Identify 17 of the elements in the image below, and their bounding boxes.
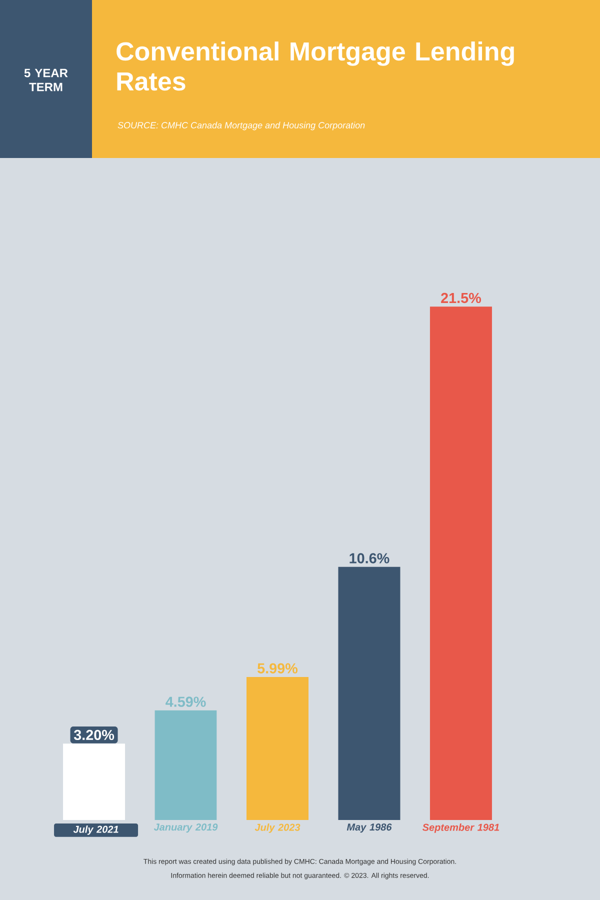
x-tick-label: May 1986 [346,824,392,833]
bar [154,710,217,820]
data-label: 4.59% [166,696,206,707]
x-tick-label: July 2023 [254,824,300,833]
x-tick-label: July 2021 [73,826,118,835]
bar [430,306,492,820]
data-label: 21.5% [441,292,481,304]
data-label: 10.6% [350,553,390,564]
source-note: SOURCE: CMHC Canada Mortgage and Housing Corporation [118,122,365,130]
x-tick-label: September 1981 [422,824,500,833]
chart-subtitle: 5 YEAR TERM [24,68,68,92]
data-label: 5.99% [258,663,298,674]
chart-title: Conventional Mortgage Lending Rates [116,42,514,91]
bar [246,676,309,820]
bar [338,566,400,820]
x-tick-label: January 2019 [154,824,218,833]
data-label: 3.20% [74,730,114,740]
